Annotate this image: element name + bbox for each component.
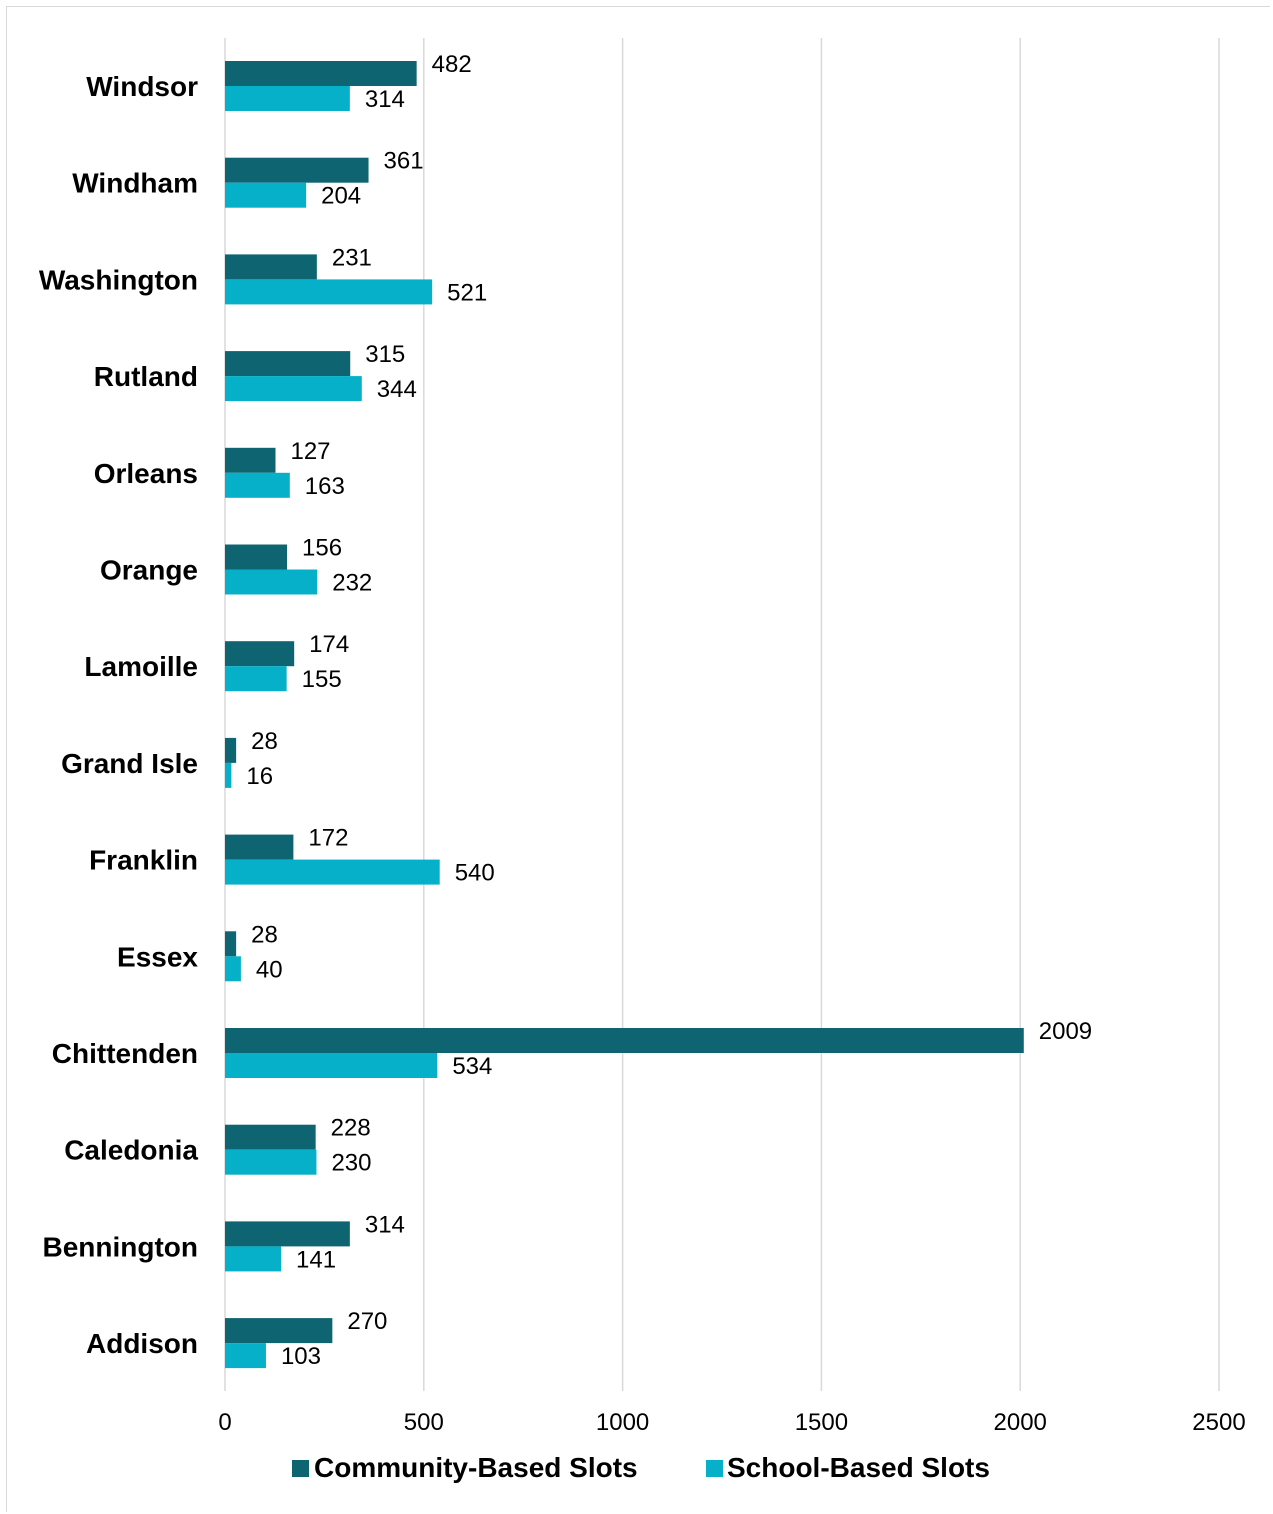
data-label-community: 156 xyxy=(302,535,342,562)
data-label-school: 155 xyxy=(302,666,342,693)
data-label-community: 28 xyxy=(251,728,278,755)
data-label-school: 521 xyxy=(447,279,487,306)
legend-swatch-community xyxy=(292,1460,309,1477)
bar-school xyxy=(225,1053,438,1078)
data-label-school: 16 xyxy=(246,763,273,790)
legend-label-school: School-Based Slots xyxy=(727,1452,990,1483)
data-label-community: 482 xyxy=(432,51,472,78)
data-label-school: 232 xyxy=(332,570,372,597)
bar-school xyxy=(225,762,232,788)
category-label: Franklin xyxy=(89,845,198,876)
bar-school xyxy=(225,859,440,885)
bar-community xyxy=(225,1124,316,1150)
data-label-school: 40 xyxy=(256,956,283,983)
category-label: Orleans xyxy=(94,458,198,489)
legend-label-community: Community-Based Slots xyxy=(314,1452,638,1483)
x-tick-label: 0 xyxy=(218,1409,231,1436)
bar-school xyxy=(225,472,290,498)
category-label: Windsor xyxy=(86,71,198,102)
category-label: Addison xyxy=(86,1328,198,1359)
data-label-community: 28 xyxy=(251,921,278,948)
category-label: Caledonia xyxy=(64,1135,198,1166)
data-label-school: 534 xyxy=(452,1053,492,1080)
data-label-community: 2009 xyxy=(1039,1018,1092,1045)
bar-community xyxy=(225,1028,1024,1053)
category-label: Orange xyxy=(100,555,198,586)
category-label: Washington xyxy=(39,264,198,295)
category-label: Rutland xyxy=(94,361,198,392)
bar-school xyxy=(225,956,241,982)
bar-school xyxy=(225,1246,282,1272)
data-label-school: 141 xyxy=(296,1246,336,1273)
chart-frame xyxy=(6,6,1270,1512)
legend-swatch-school xyxy=(706,1460,723,1477)
bar-school xyxy=(225,376,362,402)
data-label-school: 344 xyxy=(377,376,417,403)
bar-school xyxy=(225,86,350,111)
data-label-community: 314 xyxy=(365,1211,405,1238)
data-label-community: 231 xyxy=(332,244,372,271)
category-label: Windham xyxy=(72,168,198,199)
bar-community xyxy=(225,447,276,473)
x-tick-label: 1000 xyxy=(596,1409,649,1436)
category-label: Grand Isle xyxy=(61,748,198,779)
data-label-school: 103 xyxy=(281,1343,321,1370)
bar-community xyxy=(225,351,351,377)
bar-school xyxy=(225,182,307,208)
data-label-community: 228 xyxy=(331,1115,371,1142)
category-label: Lamoille xyxy=(84,651,198,682)
data-label-community: 361 xyxy=(384,148,424,175)
x-tick-label: 2000 xyxy=(994,1409,1047,1436)
bar-community xyxy=(225,254,317,280)
data-label-community: 315 xyxy=(365,341,405,368)
x-tick-label: 1500 xyxy=(795,1409,848,1436)
bar-community xyxy=(225,641,295,667)
bar-community xyxy=(225,1318,333,1344)
bar-community xyxy=(225,157,369,183)
bar-community xyxy=(225,931,237,957)
bar-school xyxy=(225,1343,266,1369)
data-label-community: 174 xyxy=(309,631,349,658)
bar-community xyxy=(225,834,294,860)
bar-community xyxy=(225,61,417,86)
bar-school xyxy=(225,1149,317,1175)
data-label-school: 204 xyxy=(321,183,361,210)
bar-community xyxy=(225,544,288,570)
bar-school xyxy=(225,569,318,595)
data-label-community: 270 xyxy=(347,1308,387,1335)
category-label: Essex xyxy=(117,941,198,972)
bar-community xyxy=(225,1221,350,1247)
bar-school xyxy=(225,666,287,692)
bar-community xyxy=(225,737,237,763)
x-tick-label: 500 xyxy=(404,1409,444,1436)
data-label-community: 127 xyxy=(290,438,330,465)
category-label: Bennington xyxy=(42,1231,198,1262)
data-label-school: 314 xyxy=(365,86,405,113)
data-label-school: 540 xyxy=(455,860,495,887)
data-label-community: 172 xyxy=(308,825,348,852)
x-tick-label: 2500 xyxy=(1192,1409,1245,1436)
data-label-school: 163 xyxy=(305,473,345,500)
category-label: Chittenden xyxy=(52,1038,198,1069)
bar-school xyxy=(225,279,433,305)
data-label-school: 230 xyxy=(331,1150,371,1177)
